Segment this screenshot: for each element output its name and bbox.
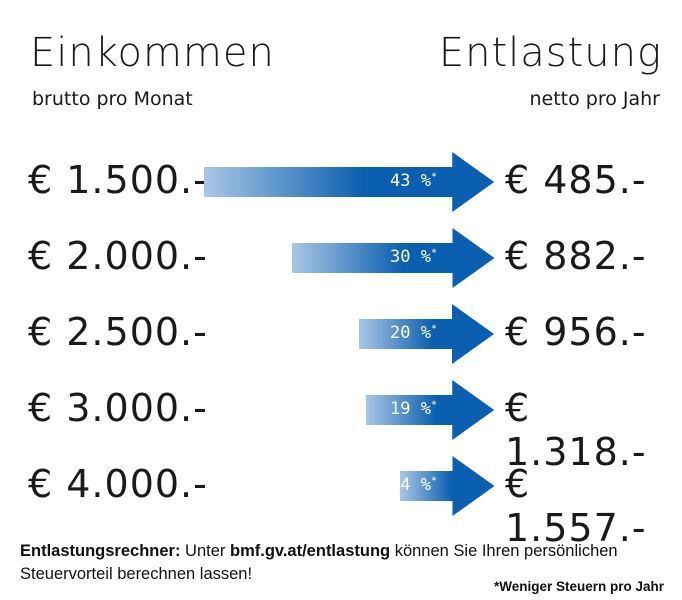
footer-text-1: Unter — [180, 542, 230, 560]
footer-text: Entlastungsrechner: Unter bmf.gv.at/entl… — [20, 540, 660, 586]
arrow-shape — [365, 380, 494, 440]
relief-heading: Entlastung — [438, 30, 662, 76]
percent-value: 19 % — [390, 399, 431, 419]
arrow-shape — [359, 304, 494, 364]
chart-row: € 2.500.- 20 %* € 956.- — [0, 304, 682, 364]
percent-arrow: 43 %* — [203, 152, 494, 212]
percent-asterisk: * — [430, 475, 437, 487]
percent-arrow: 14 %* — [390, 456, 494, 516]
footer-lead: Entlastungsrechner: — [20, 542, 181, 560]
relief-label: € 1.318.- — [505, 386, 647, 474]
percent-value: 14 % — [390, 475, 431, 495]
percent-label: 19 %* — [390, 399, 437, 419]
relief-label: € 1.557.- — [505, 462, 647, 550]
percent-label: 43 %* — [390, 171, 437, 191]
percent-label: 20 %* — [390, 323, 437, 343]
relief-label: € 956.- — [505, 310, 647, 354]
percent-arrow: 20 %* — [359, 304, 494, 364]
arrow-shape — [291, 228, 494, 288]
income-label: € 3.000.- — [28, 386, 208, 430]
income-subheading: brutto pro Monat — [32, 88, 193, 110]
chart-row: € 3.000.- 19 %* € 1.318.- — [0, 380, 682, 474]
percent-value: 43 % — [390, 171, 431, 191]
percent-label: 30 %* — [390, 247, 437, 267]
footer-link[interactable]: bmf.gv.at/entlastung — [229, 542, 391, 560]
chart-row: € 4.000.- 14 %* € 1.557.- — [0, 456, 682, 550]
footnote: *Weniger Steuern pro Jahr — [493, 579, 664, 594]
chart-row: € 1.500.- 43 %* € 485.- — [0, 152, 682, 212]
income-label: € 1.500.- — [28, 158, 208, 202]
income-label: € 4.000.- — [28, 462, 208, 506]
percent-asterisk: * — [430, 247, 437, 259]
relief-label: € 485.- — [505, 158, 647, 202]
percent-value: 30 % — [390, 247, 431, 267]
income-label: € 2.000.- — [28, 234, 208, 278]
arrow-shape — [399, 456, 494, 516]
percent-arrow: 30 %* — [291, 228, 494, 288]
relief-subheading: netto pro Jahr — [529, 88, 660, 110]
relief-label: € 882.- — [505, 234, 647, 278]
income-label: € 2.500.- — [28, 310, 208, 354]
arrow-shape — [203, 152, 494, 212]
footer-text-2: können Sie Ihren persönlichen Steuervort… — [20, 542, 618, 583]
income-heading: Einkommen — [30, 30, 275, 76]
percent-label: 14 %* — [390, 475, 437, 495]
percent-arrow: 19 %* — [365, 380, 494, 440]
chart-row: € 2.000.- 30 %* € 882.- — [0, 228, 682, 288]
percent-asterisk: * — [430, 323, 437, 335]
percent-value: 20 % — [390, 323, 431, 343]
percent-asterisk: * — [430, 171, 437, 183]
percent-asterisk: * — [430, 399, 437, 411]
